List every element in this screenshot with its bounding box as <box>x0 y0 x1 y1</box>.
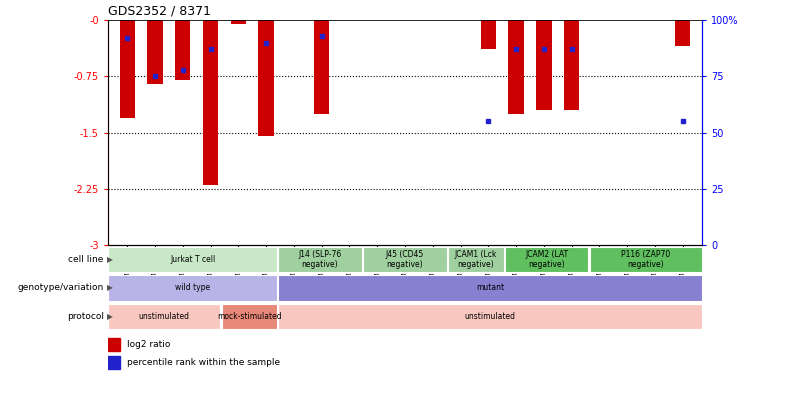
Bar <box>536 20 551 110</box>
Bar <box>109 304 220 329</box>
Bar <box>279 304 701 329</box>
Text: mock-stimulated: mock-stimulated <box>217 312 282 321</box>
Text: ▶: ▶ <box>107 312 113 321</box>
Bar <box>109 247 277 272</box>
Text: unstimulated: unstimulated <box>464 312 516 321</box>
Bar <box>231 20 246 24</box>
Bar <box>363 247 447 272</box>
Text: percentile rank within the sample: percentile rank within the sample <box>128 358 281 367</box>
Bar <box>148 20 163 84</box>
Bar <box>222 304 277 329</box>
Bar <box>504 247 588 272</box>
Bar <box>279 275 701 301</box>
Text: ▶: ▶ <box>107 284 113 292</box>
Bar <box>279 247 362 272</box>
Bar <box>480 20 496 49</box>
Text: J14 (SLP-76
negative): J14 (SLP-76 negative) <box>298 250 342 269</box>
Bar <box>590 247 701 272</box>
Text: wild type: wild type <box>175 284 210 292</box>
Bar <box>564 20 579 110</box>
Bar <box>108 338 120 351</box>
Bar <box>108 356 120 369</box>
Bar <box>675 20 690 47</box>
Bar <box>259 20 274 136</box>
Bar <box>175 20 191 80</box>
Text: protocol: protocol <box>67 312 104 321</box>
Bar <box>314 20 330 114</box>
Text: JCAM2 (LAT
negative): JCAM2 (LAT negative) <box>525 250 568 269</box>
Text: ▶: ▶ <box>107 255 113 264</box>
Text: mutant: mutant <box>476 284 504 292</box>
Bar <box>109 275 277 301</box>
Text: JCAM1 (Lck
negative): JCAM1 (Lck negative) <box>455 250 497 269</box>
Text: genotype/variation: genotype/variation <box>18 284 104 292</box>
Text: unstimulated: unstimulated <box>139 312 190 321</box>
Bar <box>448 247 504 272</box>
Bar <box>203 20 218 185</box>
Text: J45 (CD45
negative): J45 (CD45 negative) <box>386 250 424 269</box>
Bar <box>120 20 135 118</box>
Text: log2 ratio: log2 ratio <box>128 340 171 349</box>
Text: GDS2352 / 8371: GDS2352 / 8371 <box>108 5 211 18</box>
Bar <box>508 20 523 114</box>
Text: P116 (ZAP70
negative): P116 (ZAP70 negative) <box>621 250 670 269</box>
Text: cell line: cell line <box>69 255 104 264</box>
Text: Jurkat T cell: Jurkat T cell <box>170 255 215 264</box>
